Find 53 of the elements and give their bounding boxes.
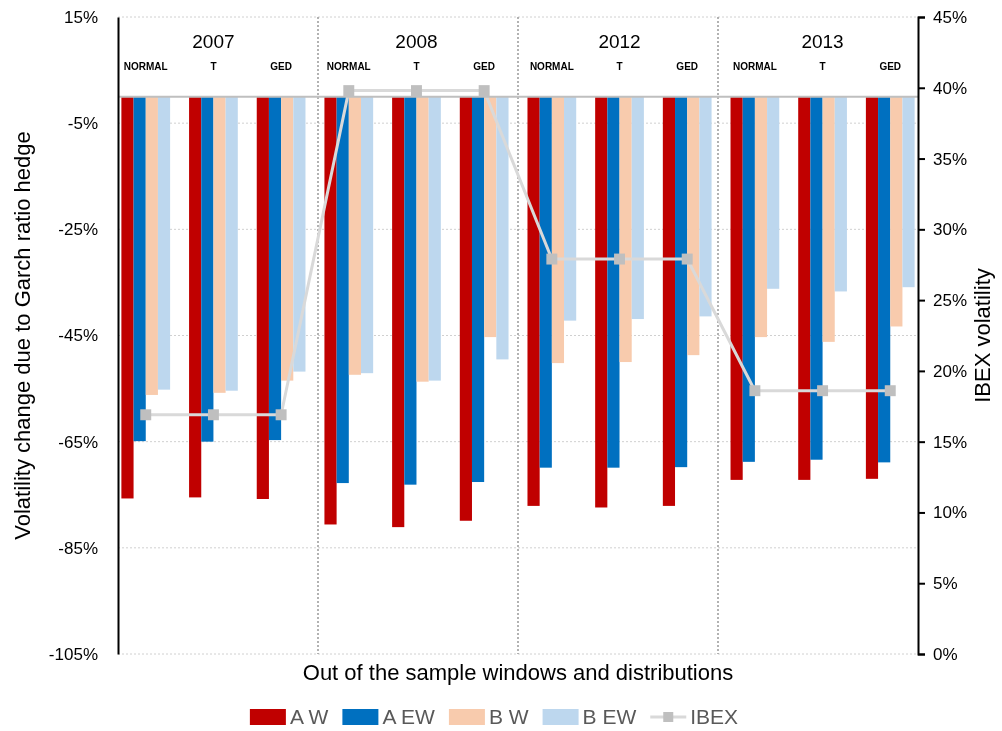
point [546,253,558,265]
annotation: 2013 [801,31,844,52]
x-tick-label: NORMAL [732,61,777,72]
legend-label: B EW [582,705,637,728]
y-tick-label: -5% [67,114,98,134]
x-tick-label: GED [473,61,495,72]
x-tick-label: T [616,61,623,72]
y2-tick-label: 0% [933,644,958,664]
x-tick-label: GED [879,61,902,72]
point [411,85,422,97]
y-tick-label: 15% [63,7,98,27]
y-tick-label: -25% [58,220,98,240]
x-tick-label: NORMAL [123,61,168,72]
x-tick-label: T [413,61,420,72]
y-tick-label: -105% [48,644,98,664]
y-axis-title: Volatility change due to Garch ratio hedge [10,131,35,540]
legend-label: B W [488,705,529,728]
x-tick-label: T [819,61,826,72]
point [275,409,287,421]
legend-label: A EW [382,705,436,728]
y2-tick-label: 30% [933,220,968,240]
point [478,85,490,97]
y2-tick-label: 35% [933,149,968,169]
x-axis-title: Out of the sample windows and distributions [302,660,734,685]
point [140,409,152,421]
point [817,385,829,397]
legend-label: A W [289,705,329,728]
point [681,253,693,265]
x-tick-label: GED [676,61,699,72]
y2-axis-title: IBEX volatility [970,268,995,403]
x-tick-label: NORMAL [529,61,574,72]
y-tick-label: -45% [58,326,98,346]
y2-tick-label: 5% [933,574,958,594]
point [207,409,219,421]
y2-tick-label: 25% [933,291,968,311]
x-tick-label: GED [270,61,292,72]
y2-tick-label: 40% [933,78,968,98]
point [749,385,761,397]
y-tick-label: -65% [58,432,98,452]
annotation: 2007 [192,31,235,52]
legend-label: IBEX [690,705,739,728]
annotation: 2008 [395,31,438,52]
y2-tick-label: 15% [933,432,968,452]
y2-tick-label: 20% [933,361,968,381]
point [614,253,625,265]
point [343,85,355,97]
y2-tick-label: 10% [933,503,968,523]
x-tick-label: NORMAL [326,61,371,72]
y2-tick-label: 45% [933,7,968,27]
point [884,385,896,397]
x-tick-label: T [210,61,217,72]
y-tick-label: -85% [58,538,98,558]
annotation: 2012 [598,31,641,52]
